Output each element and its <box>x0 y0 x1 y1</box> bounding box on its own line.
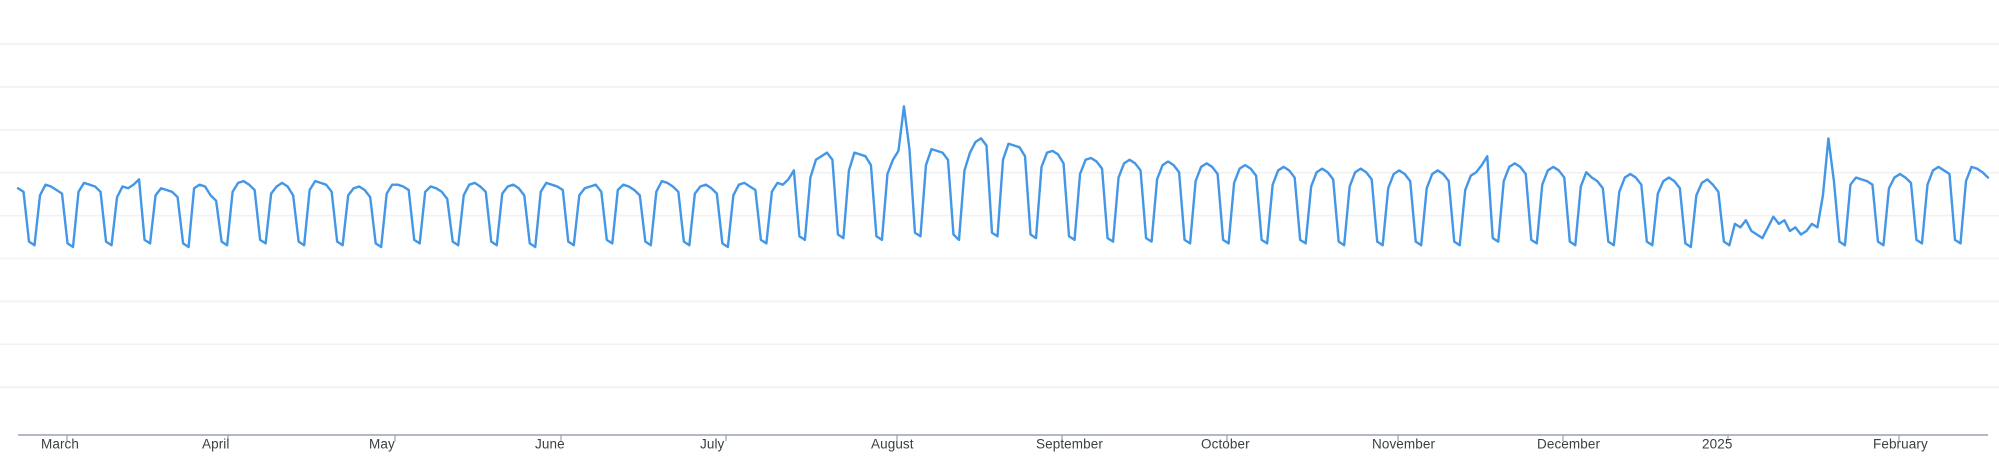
x-axis-tick-label: March <box>41 436 80 452</box>
x-axis-tick-label: February <box>1873 436 1928 452</box>
x-axis-tick-label: July <box>700 436 725 452</box>
series-line[interactable] <box>16 105 1990 249</box>
x-axis-tick-label: April <box>202 436 230 452</box>
x-axis-tick-label: October <box>1201 436 1250 452</box>
x-axis-tick-label: December <box>1537 436 1601 452</box>
x-axis-tick-label: June <box>535 436 565 452</box>
x-axis-group <box>18 434 1988 441</box>
x-axis-tick-label: May <box>369 436 395 452</box>
x-axis-tick-label: August <box>871 436 914 452</box>
series-group <box>16 105 1990 249</box>
x-axis-tick-label: 2025 <box>1702 436 1733 452</box>
x-axis-tick-label: November <box>1372 436 1436 452</box>
x-axis-tick-label: September <box>1036 436 1103 452</box>
